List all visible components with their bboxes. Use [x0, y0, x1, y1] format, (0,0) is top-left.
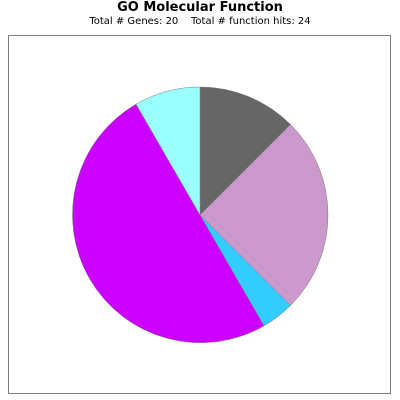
pie-chart — [72, 86, 329, 343]
chart-title: GO Molecular Function — [117, 0, 283, 15]
pie-slice-1 — [199, 86, 291, 216]
pie-slice-4 — [72, 103, 265, 343]
chart-subtitle: Total # Genes: 20 Total # function hits:… — [89, 16, 311, 27]
pie-slice-2 — [199, 124, 329, 306]
pie-slice-5 — [135, 86, 201, 216]
